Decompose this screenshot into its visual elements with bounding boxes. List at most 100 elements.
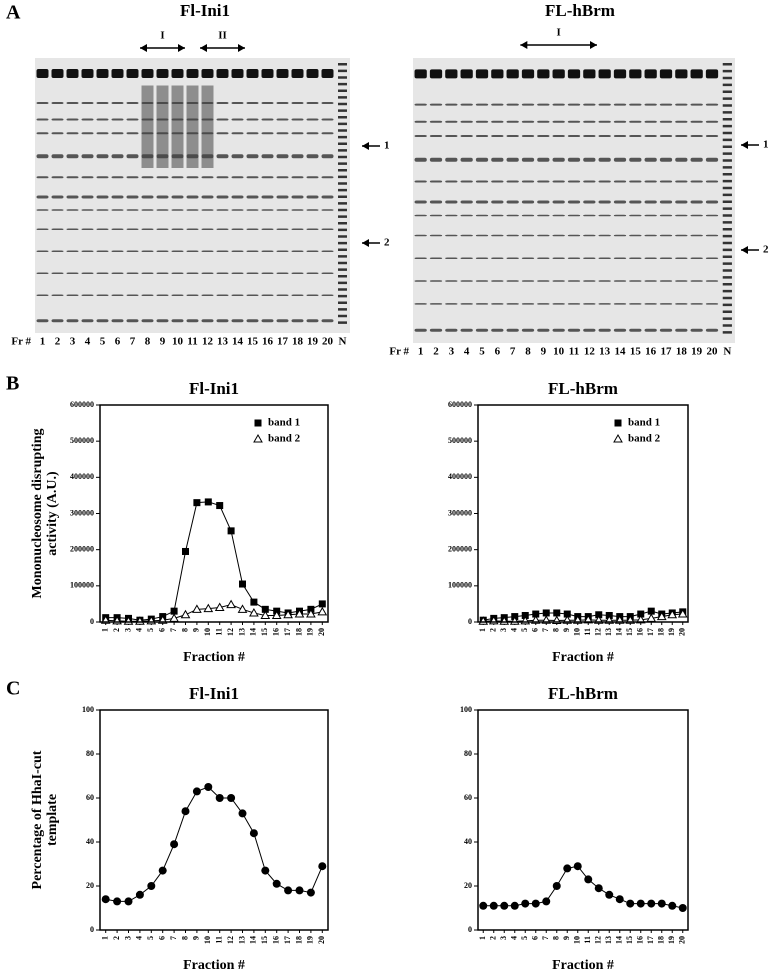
gel-band: [414, 180, 427, 183]
plot-frame: [99, 404, 329, 623]
gel-band: [201, 228, 214, 230]
gel-band: [51, 319, 64, 323]
ladder-band: [338, 261, 347, 265]
marker: [101, 895, 110, 904]
gel-band: [231, 228, 244, 230]
gel-band: [126, 102, 139, 104]
gel-band: [552, 328, 565, 332]
marker: [306, 609, 316, 618]
gel-band: [246, 132, 259, 135]
ladder-band: [338, 76, 347, 79]
marker: [306, 888, 315, 897]
ladder-band: [722, 255, 732, 258]
gel-band: [537, 103, 550, 106]
lane-label: 13: [217, 336, 229, 348]
gel-band: [171, 176, 184, 179]
marker: [271, 610, 282, 619]
marker: [261, 605, 269, 613]
gel-band: [216, 272, 229, 274]
gel-band: [291, 195, 304, 199]
gel-band: [537, 120, 550, 123]
gel-band: [231, 118, 244, 121]
gel-band: [552, 157, 565, 162]
gel-band: [126, 250, 139, 252]
smear: [201, 85, 214, 168]
gel-band: [659, 200, 673, 204]
gel-band: [126, 154, 139, 159]
gel-band: [521, 303, 535, 305]
gel-band: [552, 134, 565, 137]
gel-band: [81, 250, 94, 252]
ladder-band: [722, 310, 732, 313]
gel-band: [567, 200, 581, 204]
gel-band: [521, 180, 535, 183]
gel-band: [414, 200, 427, 204]
gel-band: [261, 228, 274, 230]
marker: [124, 897, 133, 906]
lane-label: 10: [172, 336, 184, 348]
y-tick-label: 60: [464, 793, 472, 802]
gel-band: [705, 303, 719, 305]
ladder-band: [338, 281, 347, 285]
x-tick-label: 15: [625, 628, 634, 636]
gel-band: [552, 120, 565, 123]
y-tick-label: 300000: [448, 508, 472, 517]
gel-band: [552, 280, 565, 282]
arrowhead: [362, 239, 369, 247]
gel-band: [66, 176, 79, 179]
ladder-band: [338, 63, 347, 66]
x-tick-label: 14: [615, 936, 624, 944]
gel-band: [659, 69, 673, 79]
gel-band: [246, 69, 259, 78]
x-tick-label: 7: [169, 936, 178, 940]
gel-band: [186, 250, 199, 252]
gel-band: [629, 303, 642, 305]
gel-band: [246, 294, 259, 296]
gel-band: [306, 195, 319, 199]
gel-band: [321, 250, 334, 252]
gel-band: [414, 303, 427, 305]
marker: [594, 884, 603, 893]
gel-band: [414, 103, 427, 106]
gel-band: [583, 257, 596, 259]
ladder-band: [722, 269, 732, 272]
gel-band: [306, 69, 319, 78]
gel-band: [246, 319, 259, 323]
gel-band: [261, 250, 274, 252]
gel-band: [261, 102, 274, 104]
ladder-band: [338, 82, 347, 86]
gel-band: [81, 228, 94, 230]
gel-band: [567, 103, 581, 106]
gel-band: [231, 272, 244, 274]
gel-band: [81, 102, 94, 104]
gel-band: [506, 200, 519, 204]
ladder-band: [722, 331, 732, 334]
gel-band: [506, 134, 519, 137]
region-label: II: [218, 30, 227, 42]
y-tick-label: 80: [464, 749, 472, 758]
gel-band: [629, 280, 642, 282]
gel-band: [659, 328, 673, 332]
ladder-band: [338, 195, 347, 198]
marker: [238, 809, 247, 818]
x-tick-label: 11: [215, 628, 224, 636]
gel-band: [445, 257, 458, 259]
x-tick-label: 1: [478, 936, 487, 940]
gel-band: [306, 154, 319, 159]
gel-band: [583, 103, 596, 106]
gel-band: [690, 257, 703, 259]
gel-band: [429, 257, 443, 259]
gel-band: [96, 154, 109, 159]
gel-band: [111, 272, 124, 274]
marker: [637, 610, 645, 618]
gel-band: [690, 134, 703, 137]
ladder-band: [338, 149, 347, 152]
gel-band: [491, 134, 504, 137]
gel-band: [81, 319, 94, 323]
gel-band: [460, 234, 473, 237]
gel-band: [321, 228, 334, 230]
gel-band: [261, 195, 274, 199]
gel-band: [216, 176, 229, 179]
gel-band: [156, 272, 169, 274]
